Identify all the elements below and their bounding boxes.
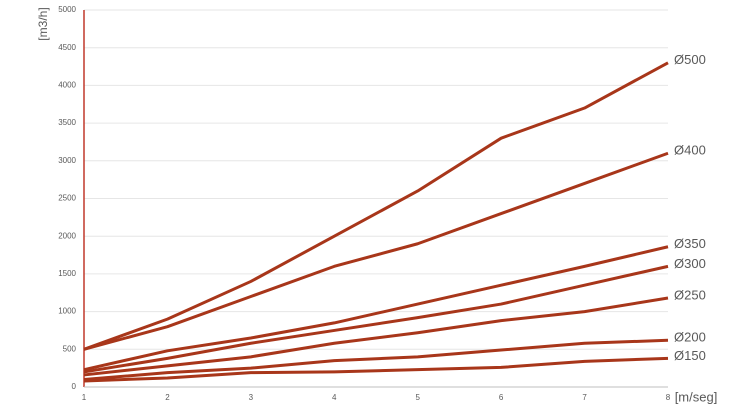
series-label: Ø500	[674, 52, 706, 67]
y-tick-label: 4000	[58, 81, 76, 90]
x-tick-label: 3	[249, 393, 254, 402]
y-tick-label: 4500	[58, 43, 76, 52]
series-line	[83, 356, 669, 383]
series-label: Ø400	[674, 143, 706, 158]
series-line	[83, 264, 669, 374]
series-line	[83, 245, 669, 372]
x-tick-label: 1	[82, 393, 87, 402]
series-label: Ø350	[674, 236, 706, 251]
series-line	[83, 151, 669, 351]
x-axis-label: [m/seg]	[675, 389, 718, 404]
series-line	[83, 61, 669, 351]
y-tick-label: 2500	[58, 194, 76, 203]
series-label: Ø150	[674, 348, 706, 363]
y-tick-label: 5000	[58, 5, 76, 14]
x-tick-label: 4	[332, 393, 337, 402]
x-tick-label: 8	[666, 393, 671, 402]
x-tick-label: 2	[165, 393, 170, 402]
y-tick-label: 3500	[58, 118, 76, 127]
y-tick-label: 1500	[58, 269, 76, 278]
y-axis-label: [m3/h]	[36, 7, 50, 40]
series-line	[83, 338, 669, 381]
y-tick-label: 2000	[58, 231, 76, 240]
y-tick-label: 0	[72, 382, 77, 391]
x-tick-label: 5	[415, 393, 420, 402]
y-tick-label: 1000	[58, 307, 76, 316]
x-tick-label: 6	[499, 393, 504, 402]
series-label: Ø250	[674, 287, 706, 302]
series-label: Ø300	[674, 256, 706, 271]
x-tick-label: 7	[582, 393, 587, 402]
series-line	[83, 296, 669, 377]
y-tick-label: 3000	[58, 156, 76, 165]
series-label: Ø200	[674, 330, 706, 345]
y-tick-label: 500	[63, 344, 77, 353]
